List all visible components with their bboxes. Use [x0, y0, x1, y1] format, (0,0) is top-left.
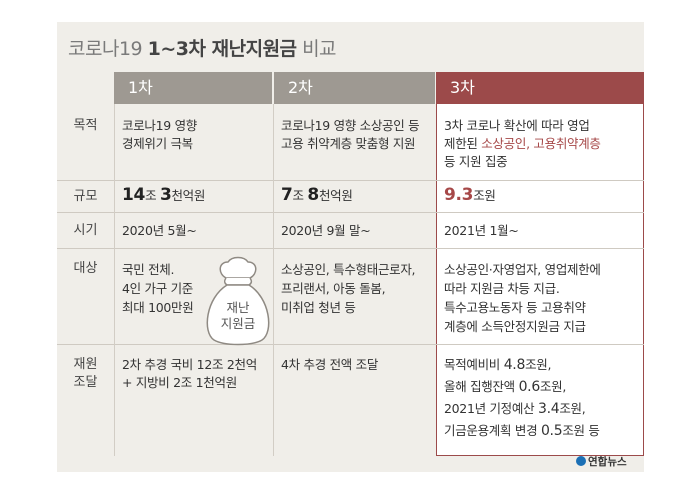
text-line: 3차 코로나 확산에 따라 영업 [444, 118, 590, 133]
bag-knot [219, 256, 257, 279]
text-segment: 제한된 [444, 136, 482, 151]
funding-round-2: 4차 추경 전액 조달 [281, 356, 378, 374]
funding-round-1: 2차 추경 국비 12조 2천억 + 지방비 2조 1천억원 [122, 356, 257, 392]
bag-body [206, 284, 270, 346]
text-line: 4차 추경 전액 조달 [281, 357, 379, 372]
text-line: 고용 취약계층 맞춤형 지원 [281, 136, 416, 151]
text-line: 4인 가구 기준 [122, 281, 193, 296]
amount-number: 3 [159, 185, 172, 205]
amount-number: 14 [122, 185, 146, 205]
text-line: 프리랜서, 아동 돌봄, [281, 281, 386, 296]
amount-unit: 천억원 [171, 188, 206, 203]
timing-round-1: 2020년 5월~ [122, 223, 197, 238]
bag-label-2: 지원금 [221, 316, 256, 331]
text-line: 소상공인·자영업자, 영업제한에 [444, 262, 601, 277]
row-label-target: 대상 [73, 261, 98, 276]
row-label-funding-1: 재원 [73, 357, 98, 372]
column-divider [273, 104, 274, 456]
logo-icon [576, 456, 586, 466]
text-line: 소상공인, 특수형태근로자, [281, 262, 416, 277]
row-label-scale: 규모 [73, 189, 98, 204]
logo-text: 연합뉴스 [588, 456, 627, 468]
header-round-3: 3차 [436, 72, 644, 104]
amount-number: 9.3 [444, 185, 474, 205]
header-round-1: 1차 [114, 72, 272, 104]
row-label-funding-2: 조달 [73, 375, 98, 390]
amount-number: 7 [281, 185, 293, 205]
title-suffix: 비교 [296, 38, 337, 60]
target-round-2: 소상공인, 특수형태근로자, 프리랜서, 아동 돌봄, 미취업 청년 등 [281, 260, 416, 317]
text-line: 미취업 청년 등 [281, 300, 356, 315]
scale-round-3: 9.3조원 [444, 186, 496, 205]
text-line: 최대 100만원 [122, 300, 194, 315]
text-segment: 조원 등 [562, 423, 600, 438]
bag-neck [223, 277, 253, 286]
column-divider [114, 104, 115, 456]
text-line: + 지방비 2조 1천억원 [122, 375, 237, 390]
text-segment: 기금운용계획 변경 [444, 423, 541, 438]
text-line: 코로나19 영향 [122, 118, 197, 133]
row-divider [57, 212, 644, 213]
purpose-round-3: 3차 코로나 확산에 따라 영업 제한된 소상공인, 고용취약계층 등 지원 집… [444, 117, 601, 171]
text-segment: 올해 집행잔액 [444, 379, 519, 394]
amount-number: 0.5 [540, 423, 563, 439]
row-divider [57, 180, 644, 181]
title-prefix: 코로나19 [68, 38, 148, 60]
target-round-3: 소상공인·자영업자, 영업제한에 따라 지원금 차등 지급. 특수고용노동자 등… [444, 260, 601, 336]
text-line: 올해 집행잔액 0.6조원, [444, 376, 600, 398]
amount-number: 3.4 [537, 401, 560, 417]
text-line: 코로나19 영향 소상공인 등 [281, 118, 420, 133]
purpose-round-1: 코로나19 영향 경제위기 극복 [122, 117, 197, 153]
text-line: 경제위기 극복 [122, 136, 193, 151]
timing-round-2: 2020년 9월 말~ [281, 223, 371, 238]
text-segment: 조원, [539, 379, 567, 394]
text-line: 목적예비비 4.8조원, [444, 354, 600, 376]
title-main: 1~3차 재난지원금 [147, 38, 297, 60]
yonhap-logo: 연합뉴스 [576, 454, 627, 469]
row-label-purpose: 목적 [73, 118, 98, 133]
text-line: 계층에 소득안정지원금 지급 [444, 319, 586, 334]
text-line: 등 지원 집중 [444, 154, 508, 169]
target-round-1: 국민 전체. 4인 가구 기준 최대 100만원 [122, 260, 194, 317]
text-segment: 2021년 기정예산 [444, 401, 538, 416]
amount-number: 4.8 [503, 357, 526, 373]
amount-number: 0.6 [518, 379, 541, 395]
text-line: 제한된 소상공인, 고용취약계층 [444, 135, 601, 153]
row-divider [57, 344, 644, 345]
text-line: 2차 추경 국비 12조 2천억 [122, 357, 257, 372]
amount-unit: 조 [145, 188, 160, 203]
scale-round-1: 14조 3천억원 [122, 186, 205, 205]
timing-round-3: 2021년 1월~ [444, 223, 519, 238]
text-line: 국민 전체. [122, 262, 175, 277]
text-line: 특수고용노동자 등 고용취약 [444, 300, 586, 315]
money-bag-icon: 재난 지원금 [206, 256, 270, 346]
text-segment: 목적예비비 [444, 357, 504, 372]
row-label-timing: 시기 [73, 223, 98, 238]
text-line: 기금운용계획 변경 0.5조원 등 [444, 420, 600, 442]
row-divider [57, 248, 644, 249]
amount-unit: 조원 [473, 188, 496, 203]
text-segment: 조원, [559, 401, 586, 416]
highlight-text: 소상공인, 고용취약계층 [481, 136, 601, 151]
amount-number: 8 [307, 185, 319, 205]
page-title: 코로나19 1~3차 재난지원금 비교 [68, 34, 337, 61]
text-line: 따라 지원금 차등 지급. [444, 281, 560, 296]
text-segment: 조원, [525, 357, 552, 372]
bag-label-1: 재난 [226, 300, 250, 315]
amount-unit: 조 [292, 188, 308, 203]
amount-unit: 천억원 [318, 188, 353, 203]
purpose-round-2: 코로나19 영향 소상공인 등 고용 취약계층 맞춤형 지원 [281, 117, 420, 153]
funding-round-3: 목적예비비 4.8조원, 올해 집행잔액 0.6조원, 2021년 기정예산 3… [444, 354, 600, 442]
header-round-2: 2차 [274, 72, 435, 104]
scale-round-2: 7조 8천억원 [281, 186, 353, 205]
column-3-panel [436, 104, 644, 456]
text-line: 2021년 기정예산 3.4조원, [444, 398, 600, 420]
